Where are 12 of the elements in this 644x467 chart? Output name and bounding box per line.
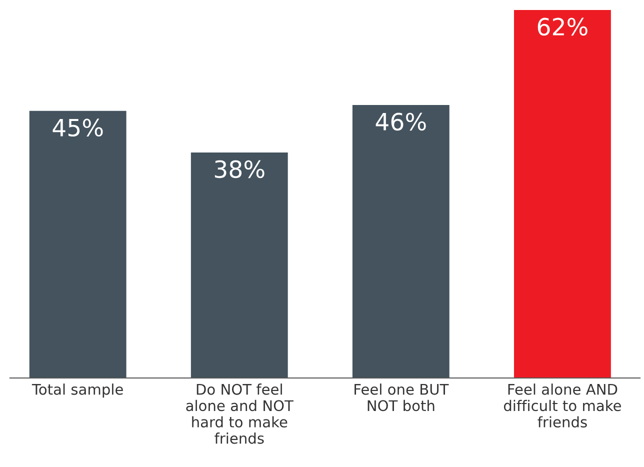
bar — [514, 10, 611, 378]
data-label: 62% — [538, 18, 588, 36]
bar — [352, 104, 450, 378]
x-tick-label: Total sample — [32, 384, 123, 398]
bar — [29, 110, 126, 378]
data-label: 38% — [214, 160, 264, 178]
data-label: 46% — [376, 112, 426, 131]
x-tick-label: Feel one BUT NOT both — [354, 384, 449, 412]
data-label: 45% — [52, 118, 103, 137]
bar — [190, 152, 288, 378]
x-tick-label: Feel alone AND difficult to make friends — [504, 384, 621, 428]
x-tick-label: Do NOT feel alone and NOT hard to make friends — [186, 384, 294, 444]
